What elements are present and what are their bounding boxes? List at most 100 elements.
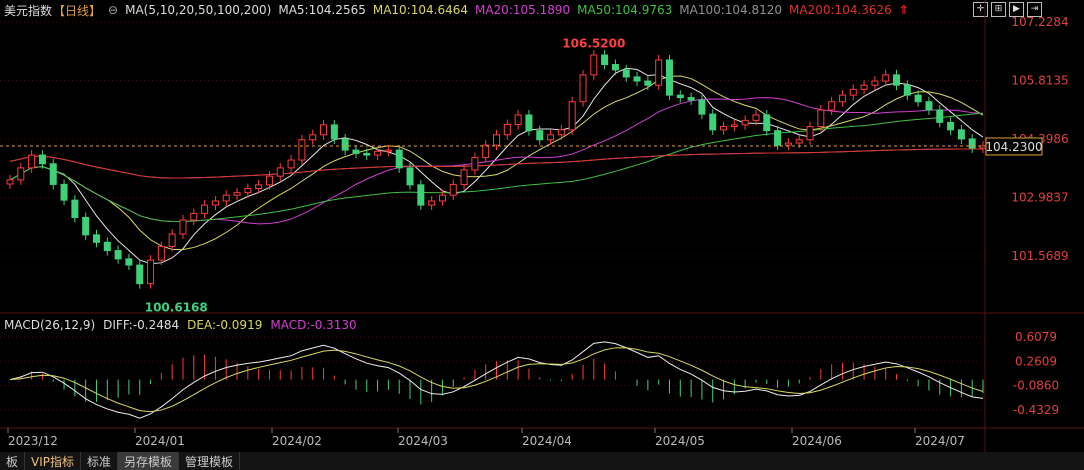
candle-body [763, 114, 771, 132]
candle-body [352, 149, 360, 154]
macd-tick-label: 0.6079 [1015, 330, 1057, 344]
price-tick-label: 101.5689 [1011, 249, 1068, 263]
candle-body [28, 154, 36, 169]
tab-manage-template[interactable]: 管理模板 [179, 452, 241, 470]
candle-body [741, 119, 749, 126]
candle-body [774, 130, 782, 146]
ma20-line [9, 97, 984, 225]
candle-body [287, 159, 295, 169]
candle-body [849, 88, 857, 96]
candle-body [514, 114, 522, 125]
candle-body [957, 129, 965, 140]
expand-right-icon[interactable]: ⇥ [1027, 2, 1042, 17]
candle-body [633, 76, 641, 82]
candle-body [914, 94, 922, 103]
macd-tick-label: 0.2609 [1015, 354, 1057, 368]
candle-body [698, 99, 706, 115]
ma5-line [9, 67, 984, 265]
play-icon[interactable]: ▶ [1009, 2, 1024, 17]
ma100-line [9, 148, 984, 179]
candle-body [709, 113, 717, 131]
candle-body [114, 250, 122, 260]
ma200-line [9, 148, 984, 179]
candle-body [363, 152, 371, 156]
candle-body [947, 121, 955, 131]
candle-body [493, 134, 500, 146]
candle-body [428, 200, 436, 206]
candle-body [968, 138, 976, 149]
date-label: 2024/06 [792, 434, 842, 448]
macd-dea-line [9, 347, 984, 413]
candle-body [17, 167, 25, 181]
date-label: 2024/07 [915, 434, 965, 448]
candle-body [622, 69, 630, 78]
candle-body [222, 194, 230, 202]
candle-body [579, 74, 587, 103]
candle-body [460, 169, 468, 185]
tab-0[interactable]: 板 [0, 452, 26, 470]
ma50-value: MA50:104.9763 [577, 3, 673, 17]
macd-diff: DIFF:-0.2484 [103, 318, 180, 332]
ma100-value: MA100:104.8120 [679, 3, 783, 17]
candle-body [276, 167, 284, 177]
candle-body [255, 184, 263, 190]
candle-body [784, 142, 792, 146]
date-label: 2024/04 [522, 434, 572, 448]
candle-body [395, 149, 403, 169]
candle-body [665, 59, 673, 96]
candle-body [309, 134, 317, 141]
candle-body [838, 94, 846, 103]
price-tick-label: 105.8135 [1011, 74, 1068, 88]
candle-body [482, 144, 490, 159]
date-label: 2024/01 [135, 434, 185, 448]
crosshair-toggle-icon[interactable]: ⊖ [108, 3, 119, 17]
current-price-label: 104.2300 [985, 140, 1042, 154]
macd-label: MACD(26,12,9) [4, 318, 96, 332]
candle-body [547, 134, 555, 141]
tab-vip[interactable]: VIP指标 [25, 452, 82, 470]
crosshair-icon[interactable]: ✛ [973, 2, 988, 17]
candle-body [568, 101, 576, 131]
candle-body [438, 194, 446, 202]
tab-save-template[interactable]: 另存模板 [118, 452, 180, 470]
candle-body [471, 157, 479, 171]
price-chart[interactable]: 107.2284105.8135104.3986102.9837101.5689… [0, 0, 1084, 452]
candle-body [676, 94, 684, 99]
candle-body [655, 59, 663, 86]
macd-value: MACD:-0.3130 [270, 318, 357, 332]
candle-body [157, 245, 165, 261]
candle-body [179, 219, 187, 235]
macd-diff-line [9, 341, 984, 419]
ma5-value: MA5:104.2565 [278, 3, 366, 17]
candle-body [730, 124, 738, 128]
ma200-value: MA200:104.3626 [789, 3, 892, 17]
candle-body [817, 109, 825, 128]
candle-body [384, 149, 392, 152]
candle-body [341, 138, 349, 151]
candle-body [871, 80, 879, 86]
candle-body [406, 167, 414, 186]
candle-body [320, 124, 328, 136]
period-label[interactable]: 【日线】 [53, 3, 102, 18]
macd-dea: DEA:-0.0919 [187, 318, 263, 332]
candle-body [503, 123, 511, 136]
candle-body [536, 130, 544, 141]
ma-indicator-label[interactable]: MA(5,10,20,50,100,200) [125, 3, 272, 17]
ma50-line [9, 112, 984, 223]
current-price-box [985, 137, 1043, 156]
candle-body [936, 109, 944, 123]
tab-standard[interactable]: 标准 [81, 452, 119, 470]
candle-body [925, 101, 933, 111]
candle-body [449, 183, 457, 196]
candle-body [6, 179, 14, 185]
candle-body [244, 188, 252, 194]
candle-body [882, 74, 890, 82]
macd-tick-label: -0.0860 [1013, 379, 1059, 393]
zoom-range-icon[interactable]: ⊞ [991, 2, 1006, 17]
candle-body [60, 183, 68, 201]
candle-body [590, 54, 598, 76]
candle-body [687, 97, 695, 101]
low-price-label: 100.6168 [145, 300, 208, 314]
candle-body [525, 114, 533, 132]
price-tick-label: 102.9837 [1011, 191, 1068, 205]
